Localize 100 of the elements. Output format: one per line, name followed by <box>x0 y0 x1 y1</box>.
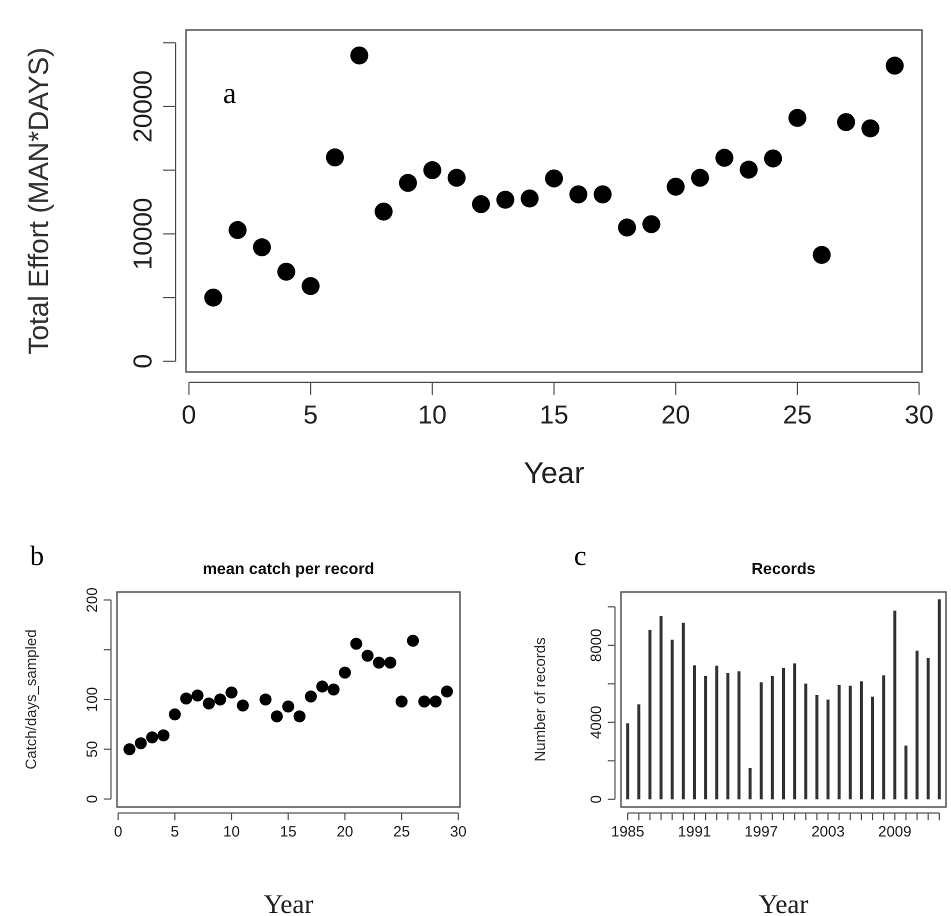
point <box>496 190 514 209</box>
x-tick-label: 10 <box>418 399 447 430</box>
point <box>545 169 563 188</box>
bar <box>871 696 874 800</box>
chart-title: Records <box>751 561 816 578</box>
point <box>157 729 170 742</box>
point <box>214 694 226 706</box>
bar <box>782 668 785 800</box>
point <box>691 168 710 187</box>
bar <box>682 622 685 800</box>
bar <box>770 676 774 800</box>
text: c <box>574 541 586 572</box>
bar <box>926 658 930 800</box>
chart-title: mean catch per record <box>202 561 374 578</box>
point <box>180 692 192 705</box>
x-tick-label: 25 <box>782 399 812 430</box>
bar <box>838 684 841 800</box>
y-tick-label: 50 <box>84 740 102 758</box>
point <box>594 185 612 204</box>
y-tick-label: 20000 <box>127 70 158 143</box>
x-axis-title: Year <box>758 889 808 916</box>
bar <box>760 682 763 800</box>
bar <box>748 768 752 800</box>
y-tick-label: 8000 <box>588 628 606 662</box>
point <box>202 697 215 710</box>
point <box>418 695 430 708</box>
point <box>812 246 831 264</box>
point <box>472 195 490 214</box>
point <box>226 686 238 699</box>
bar <box>916 650 919 800</box>
point <box>642 215 660 234</box>
x-tick-label: 5 <box>170 824 179 841</box>
point <box>326 148 344 166</box>
point <box>350 46 368 64</box>
x-tick-label: 10 <box>223 824 240 841</box>
point <box>282 700 294 712</box>
point <box>715 148 734 167</box>
y-tick-label: 0 <box>588 795 606 804</box>
point <box>886 56 904 75</box>
x-tick-label: 5 <box>303 399 318 430</box>
bar <box>715 666 718 800</box>
point <box>440 686 453 698</box>
point <box>134 737 147 750</box>
point <box>764 149 782 168</box>
x-tick-label: 1985 <box>610 824 644 841</box>
text: b <box>30 541 44 572</box>
bar <box>648 630 652 800</box>
y-tick-label: 0 <box>84 794 102 804</box>
bar <box>737 671 740 800</box>
x-tick-label: 1991 <box>678 824 712 841</box>
point <box>302 277 320 296</box>
point <box>396 695 408 708</box>
x-tick-label: 25 <box>393 824 410 841</box>
bar <box>826 700 830 800</box>
y-tick-label: 0 <box>127 354 158 369</box>
y-axis-title: Total Effort (MAN*DAYS) <box>23 47 54 355</box>
point <box>192 690 204 702</box>
point <box>569 185 588 204</box>
bar <box>692 665 696 800</box>
bar <box>860 681 863 800</box>
x-tick-label: 30 <box>450 824 467 841</box>
point <box>666 178 685 196</box>
bar <box>938 599 941 800</box>
point <box>228 221 247 240</box>
bar <box>626 723 630 800</box>
point <box>204 288 222 307</box>
bar <box>726 673 730 800</box>
y-tick-label: 10000 <box>127 198 158 270</box>
x-axis-title: Year <box>524 457 584 490</box>
point <box>384 656 396 669</box>
point <box>448 168 466 187</box>
point <box>740 160 758 179</box>
x-tick-label: 20 <box>661 399 690 430</box>
x-tick-label: 0 <box>114 824 122 841</box>
point <box>372 656 385 669</box>
point <box>374 202 393 221</box>
point <box>520 189 539 208</box>
point <box>123 743 136 756</box>
point <box>423 161 442 180</box>
y-tick-label: 4000 <box>588 706 606 739</box>
point <box>270 710 283 722</box>
y-axis-title: Catch/days_sampled <box>23 629 40 770</box>
point <box>861 119 880 138</box>
point <box>362 650 374 662</box>
bar <box>704 676 708 800</box>
x-tick-label: 15 <box>540 399 568 430</box>
annotation: a <box>223 77 236 110</box>
x-tick-label: 20 <box>336 824 354 841</box>
point <box>260 694 272 706</box>
point <box>277 262 296 281</box>
y-tick-label: 200 <box>84 587 102 612</box>
bar <box>804 684 808 800</box>
bar <box>882 675 886 800</box>
x-tick-label: 2009 <box>878 824 912 841</box>
point <box>294 710 306 722</box>
point <box>618 218 636 237</box>
x-tick-label: 2003 <box>811 824 845 841</box>
bar <box>893 610 896 800</box>
point <box>328 684 340 696</box>
point <box>837 113 856 132</box>
